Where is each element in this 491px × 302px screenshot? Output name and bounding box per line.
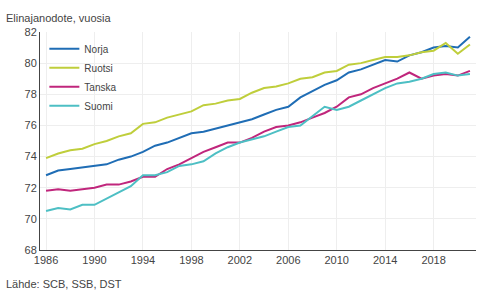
svg-text:82: 82 — [25, 26, 37, 38]
svg-text:2002: 2002 — [228, 254, 252, 266]
svg-text:1998: 1998 — [179, 254, 203, 266]
svg-text:Norja: Norja — [84, 44, 108, 55]
svg-text:Tanska: Tanska — [84, 82, 116, 93]
svg-text:1986: 1986 — [34, 254, 58, 266]
svg-text:Elinajanodote, vuosia: Elinajanodote, vuosia — [6, 12, 111, 24]
svg-text:76: 76 — [25, 119, 37, 131]
svg-text:2018: 2018 — [421, 254, 445, 266]
svg-text:78: 78 — [25, 88, 37, 100]
svg-text:2010: 2010 — [324, 254, 348, 266]
svg-text:2014: 2014 — [373, 254, 397, 266]
svg-text:Suomi: Suomi — [84, 101, 112, 112]
svg-text:2006: 2006 — [276, 254, 300, 266]
svg-text:72: 72 — [25, 182, 37, 194]
svg-text:74: 74 — [25, 150, 37, 162]
svg-text:80: 80 — [25, 57, 37, 69]
svg-text:1994: 1994 — [131, 254, 155, 266]
svg-text:1990: 1990 — [82, 254, 106, 266]
svg-text:70: 70 — [25, 213, 37, 225]
svg-text:68: 68 — [25, 244, 37, 256]
svg-text:Ruotsi: Ruotsi — [84, 63, 112, 74]
svg-text:Lähde: SCB, SSB, DST: Lähde: SCB, SSB, DST — [6, 278, 122, 290]
